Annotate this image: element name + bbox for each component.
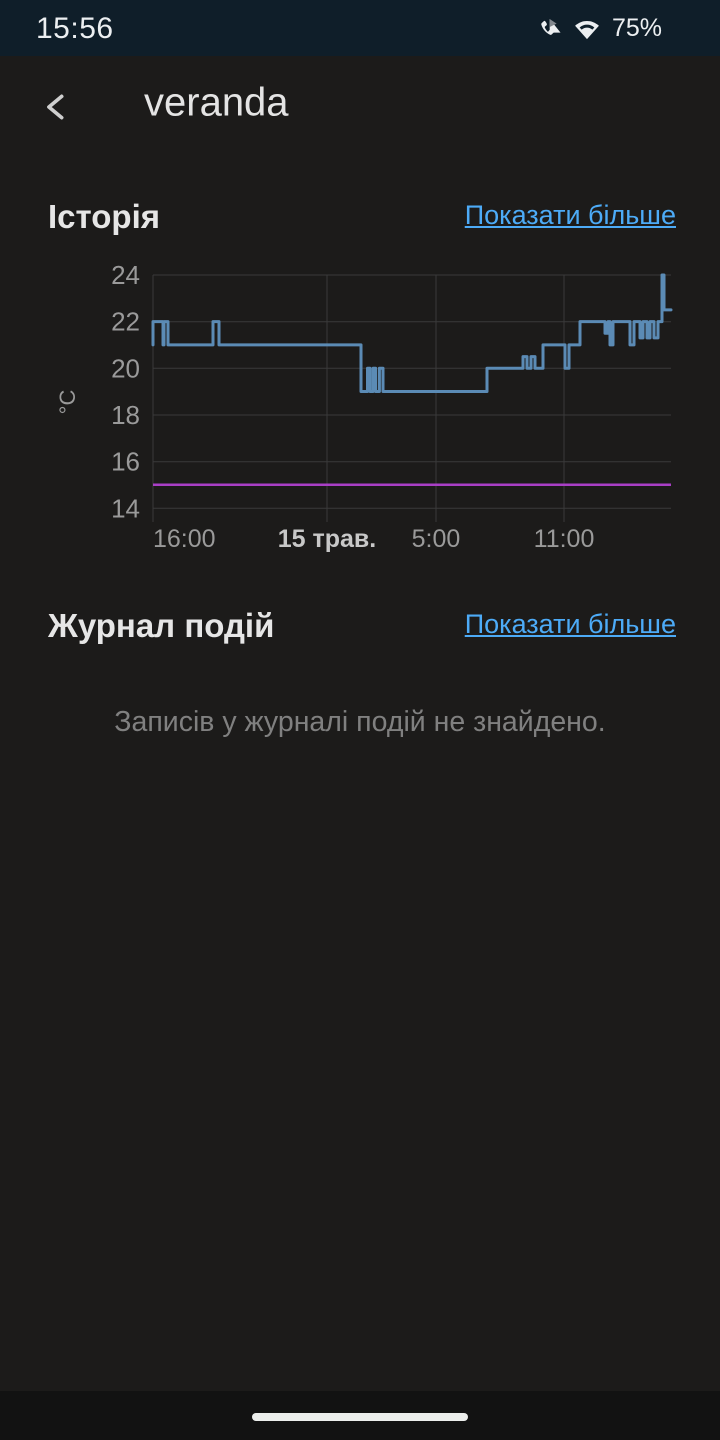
svg-text:14: 14 — [111, 493, 140, 523]
svg-text:11:00: 11:00 — [534, 525, 595, 553]
svg-text:15 трав.: 15 трав. — [278, 525, 377, 553]
svg-text:24: 24 — [111, 262, 140, 290]
svg-text:18: 18 — [111, 400, 140, 430]
svg-text:16: 16 — [111, 447, 140, 477]
svg-text:16:00: 16:00 — [153, 525, 216, 553]
svg-text:5:00: 5:00 — [412, 525, 461, 553]
svg-text:20: 20 — [111, 353, 140, 383]
svg-text:22: 22 — [111, 307, 140, 337]
